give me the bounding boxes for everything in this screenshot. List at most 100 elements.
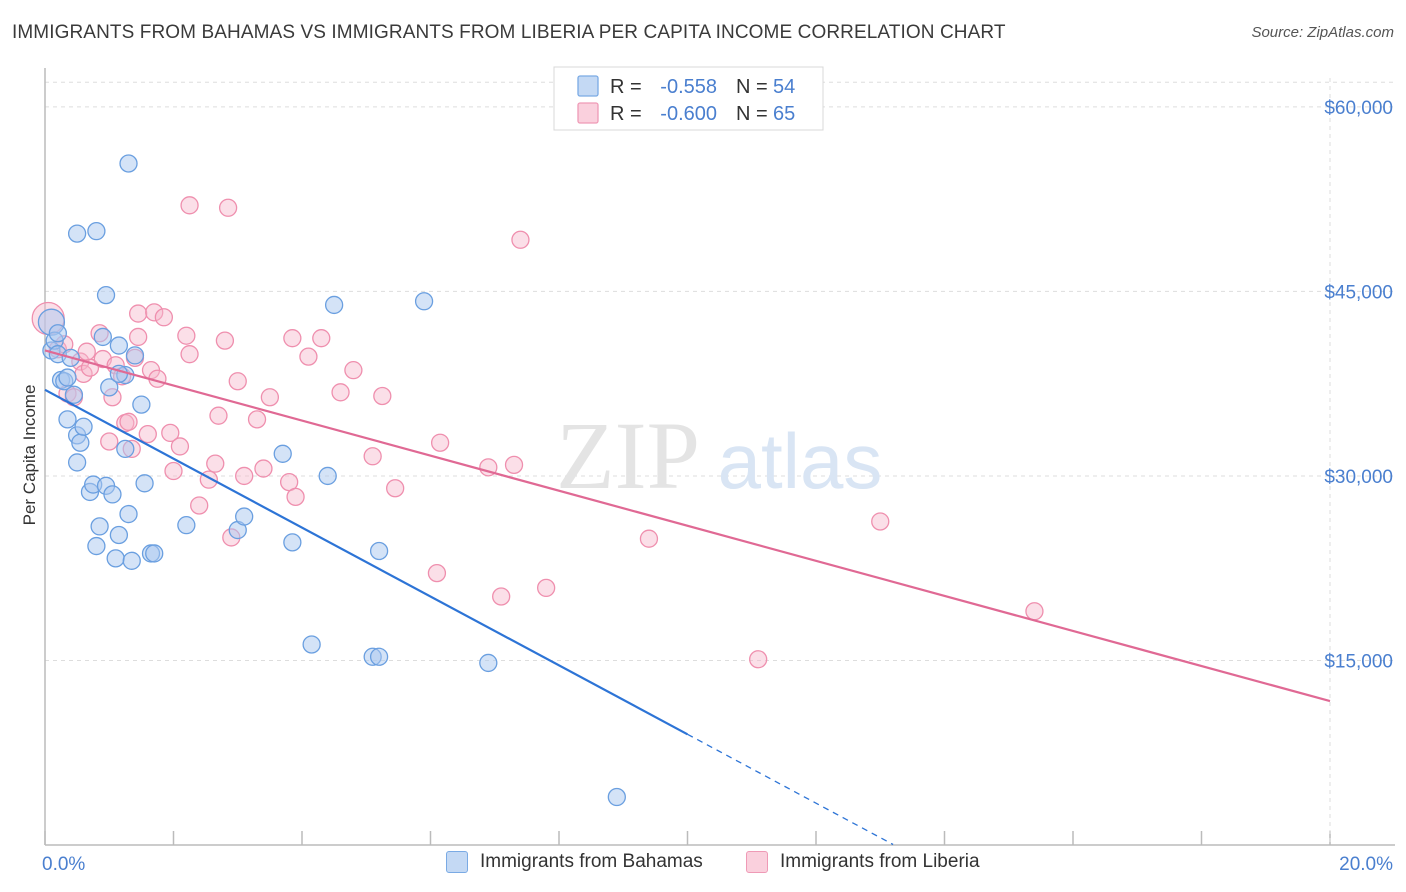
liberia-point [511,230,530,249]
bahamas-point [369,647,389,666]
bahamas-point [324,295,344,315]
bahamas-point [119,504,138,524]
legend-r-label: R = [610,103,642,125]
legend-swatch-liberia [746,851,768,873]
bahamas-point [96,285,116,305]
liberia-point [749,650,768,669]
bahamas-point [235,507,254,526]
y-tick-label: $60,000 [1324,98,1393,119]
liberia-point [209,406,228,425]
legend-swatch-bahamas [577,75,599,97]
y-tick-labels: $60,000 $45,000 $30,000 $15,000 [1324,98,1393,673]
bahamas-point [283,533,302,552]
bahamas-point [106,549,125,568]
bahamas-point [369,541,389,561]
chart-title: IMMIGRANTS FROM BAHAMAS VS IMMIGRANTS FR… [12,22,1006,43]
liberia-point [344,361,363,380]
bahamas-point [87,536,106,556]
bahamas-point [48,324,67,343]
legend-r-value: -0.558 [660,76,717,98]
bahamas-point [122,551,141,570]
liberia-point [1025,602,1044,621]
bahamas-point [74,417,93,436]
bahamas-point [479,653,498,673]
source-label: Source: ZipAtlas.com [1251,24,1394,41]
bahamas-point [302,635,321,654]
bottom-legend: Immigrants from Bahamas Immigrants from … [0,851,1406,877]
liberia-point [871,512,890,531]
legend-swatch-liberia [577,102,599,124]
liberia-point [164,461,183,481]
liberia-point [228,372,247,391]
legend-top: R = -0.558 N = 54 R = -0.600 N = 65 [553,66,824,131]
y-tick-label: $45,000 [1324,282,1393,303]
liberia-point [299,347,318,366]
bahamas-point [132,395,151,414]
liberia-point [386,479,405,498]
liberia-point [492,587,511,606]
liberia-point [537,578,556,598]
axes [44,68,1395,846]
liberia-point [215,331,235,350]
legend-label-liberia: Immigrants from Liberia [780,851,980,872]
bahamas-point [100,378,119,397]
liberia-point [100,432,119,451]
bahamas-point [71,433,90,452]
bahamas-point [273,444,292,463]
y-tick-label: $15,000 [1324,651,1393,672]
legend-item-bahamas: Immigrants from Bahamas [446,851,703,873]
legend-n-label: N = [736,103,768,125]
legend-label-bahamas: Immigrants from Bahamas [480,851,703,872]
liberia-point [286,487,305,507]
x-tick-label: 0.0% [42,854,85,875]
bahamas-point [67,453,87,472]
y-tick-label: $30,000 [1324,467,1393,488]
liberia-point [161,423,180,443]
legend-item-liberia: Immigrants from Liberia [746,851,980,873]
bahamas-point [67,224,87,243]
liberia-points [31,196,1044,669]
liberia-point [312,329,331,348]
liberia-point [430,433,450,452]
bahamas-point [607,787,626,807]
bahamas-point [177,516,196,535]
bahamas-point [58,410,77,429]
bahamas-points [37,154,626,807]
x-tick-label: 20.0% [1339,854,1393,875]
bahamas-trend-extension [687,733,894,846]
grid-lines [45,81,1395,661]
liberia-point [373,386,392,406]
bahamas-point [145,544,164,563]
legend-n-value: 65 [773,103,795,125]
liberia-point [145,303,164,322]
bahamas-point [116,439,135,459]
bahamas-point [318,466,337,486]
bahamas-point [103,485,122,504]
bahamas-point [109,336,129,355]
bahamas-point [414,292,434,311]
liberia-point [180,196,199,215]
trend-lines [44,349,1331,846]
legend-r-value: -0.600 [660,103,717,125]
bahamas-point [109,525,129,545]
liberia-point [129,327,148,347]
liberia-point [154,308,174,327]
liberia-trend-line [44,349,1331,703]
liberia-point [119,412,138,431]
liberia-point [170,437,190,456]
liberia-point [247,410,267,429]
bahamas-point [87,222,106,241]
bahamas-point [135,474,154,493]
liberia-point [129,304,148,323]
bahamas-point [125,346,145,365]
y-axis-label: Per Capita Income [20,385,39,526]
legend-swatch-bahamas [446,851,468,873]
liberia-point [331,383,350,402]
bahamas-point [90,517,109,536]
liberia-point [427,563,447,583]
liberia-point [190,496,209,515]
liberia-point [206,454,225,473]
liberia-point [218,198,238,217]
liberia-point [639,529,659,548]
